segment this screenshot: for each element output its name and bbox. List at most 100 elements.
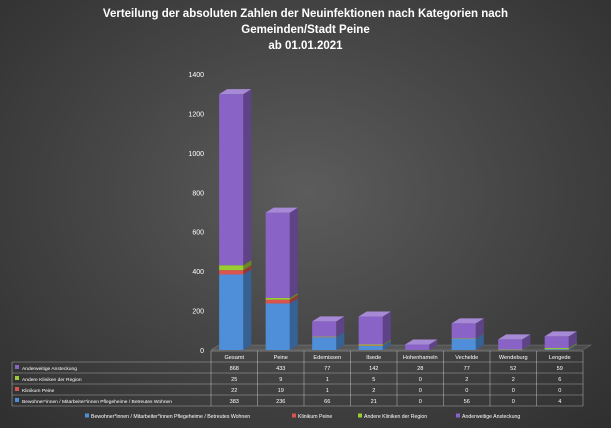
data-label-Edemissen-1: 1 [326,377,329,383]
bar-side-Peine-series-1 [289,294,298,304]
bar-Peine-series-3 [265,212,290,298]
bar-side-Gesamt-series-0 [243,269,252,350]
chart-title-line-1: Verteilung der absoluten Zahlen der Neui… [102,8,509,20]
chart-title: Verteilung der absoluten Zahlen der Neui… [0,6,611,54]
bar-Wendeburg-series-2 [498,349,523,351]
data-label-Ilsede-2: 2 [372,388,375,394]
bar-side-Vechelde-series-3 [475,318,484,339]
data-label-Hohenhameln-0: 28 [417,366,423,372]
bar-side-Lengede-series-3 [568,331,577,349]
bar-Hohenhameln-series-3 [405,344,430,350]
y-tick-label-1: 200 [192,309,204,316]
data-label-Wendeburg-0: 52 [510,366,516,372]
bar-side-Peine-series-2 [289,292,298,300]
x-tick-label-1: Peine [274,355,288,361]
bar-Lengede-series-3 [544,336,569,349]
table-legend-key-2 [15,387,19,391]
bar-side-Wendeburg-series-2 [522,344,531,350]
bar-Edemissen-series-3 [312,321,337,337]
legend-key-2 [358,413,362,418]
data-label-Vechelde-0: 77 [464,366,470,372]
data-label-Gesamt-1: 25 [231,377,237,383]
data-label-Wendeburg-1: 2 [512,377,515,383]
table-legend-key-3 [15,398,19,402]
bar-Gesamt-series-0 [219,274,244,350]
x-tick-label-5: Vechelde [455,355,478,361]
bar-Ilsede-series-0 [358,345,383,350]
bar-side-Ilsede-series-0 [382,340,391,350]
bar-Lengede-series-2 [544,348,569,350]
bar-side-Edemissen-series-1 [336,331,345,337]
legend-label-1: Klinikum Peine [298,414,332,420]
bar-side-Peine-series-3 [289,207,298,298]
y-tick-label-4: 800 [192,190,204,197]
data-label-Edemissen-2: 1 [326,388,329,394]
bar-top-Hohenhameln [405,339,438,345]
table-row-label-3: Bewohner*innen / Mitarbeiter*innen Pfleg… [22,399,172,405]
bar-top-Lengede [544,331,577,337]
x-tick-label-2: Edemissen [313,355,341,361]
data-label-Edemissen-3: 66 [324,399,330,405]
data-label-Lengede-2: 0 [558,388,561,394]
bar-Vechelde-series-3 [451,323,476,339]
data-label-Vechelde-3: 56 [464,399,470,405]
table-row-label-1: Andere Kliniken der Region [22,377,82,383]
bar-side-Gesamt-series-2 [243,260,252,271]
data-label-Ilsede-3: 21 [371,399,377,405]
legend-key-0 [85,413,89,418]
data-label-Gesamt-3: 383 [230,399,239,405]
bar-Peine-series-0 [265,303,290,350]
data-label-Hohenhameln-1: 0 [419,377,422,383]
data-label-Wendeburg-3: 0 [512,399,515,405]
bar-Ilsede-series-2 [358,344,383,346]
y-tick-label-2: 400 [192,269,204,276]
table-row-label-2: Klinikum Peine [22,388,55,394]
x-tick-label-6: Wendeburg [499,355,528,361]
bar-Ilsede-series-3 [358,316,383,345]
legend-label-3: Anderweitige Ansteckung [462,414,520,420]
data-label-Vechelde-2: 0 [465,388,468,394]
data-label-Vechelde-1: 2 [465,377,468,383]
legend-label-0: Bewohner*innen / Mitarbeiter*innen Pfleg… [91,414,250,420]
y-tick-label-0: 0 [200,348,204,355]
legend-label-2: Andere Kliniken der Region [364,414,427,420]
bar-top-Gesamt [219,89,252,95]
data-label-Peine-2: 19 [278,388,284,394]
x-tick-label-7: Lengede [549,355,571,361]
x-tick-label-3: Ilsede [366,355,381,361]
chart-title-line-2: Gemeinden/Stadt Peine [241,24,370,36]
bar-top-Vechelde [451,318,484,324]
x-tick-label-4: Hohenhameln [403,355,438,361]
legend-key-1 [292,413,296,418]
bar-side-Wendeburg-series-3 [522,334,531,350]
bar-top-Wendeburg [498,334,531,340]
bar-Vechelde-series-0 [451,338,476,350]
bar-side-Edemissen-series-0 [336,331,345,350]
data-label-Gesamt-2: 22 [231,388,237,394]
chart-title-line-3: ab 01.01.2021 [268,40,343,52]
data-label-Lengede-3: 4 [558,399,561,405]
bar-side-Gesamt-series-1 [243,265,252,275]
y-tick-label-6: 1200 [188,111,204,118]
bar-side-Edemissen-series-3 [336,316,345,337]
bar-side-Ilsede-series-2 [382,339,391,346]
bar-Peine-series-2 [265,297,290,300]
data-label-Lengede-0: 59 [557,366,563,372]
bar-Gesamt-series-2 [219,265,244,271]
bar-Gesamt-series-3 [219,94,244,266]
bar-Edemissen-series-0 [312,336,337,350]
data-label-Ilsede-0: 142 [369,366,378,372]
bar-side-Lengede-series-2 [568,343,577,350]
bar-top-Peine [265,207,298,213]
data-label-Peine-3: 236 [276,399,285,405]
bar-Wendeburg-series-3 [498,339,523,350]
data-label-Edemissen-0: 77 [324,366,330,372]
bar-Gesamt-series-1 [219,270,244,275]
x-tick-label-0: Gesamt [224,355,244,361]
y-tick-label-5: 1000 [188,151,204,158]
bar-side-Edemissen-series-2 [336,331,345,337]
data-label-Peine-0: 433 [276,366,285,372]
bar-Edemissen-series-2 [312,336,337,338]
